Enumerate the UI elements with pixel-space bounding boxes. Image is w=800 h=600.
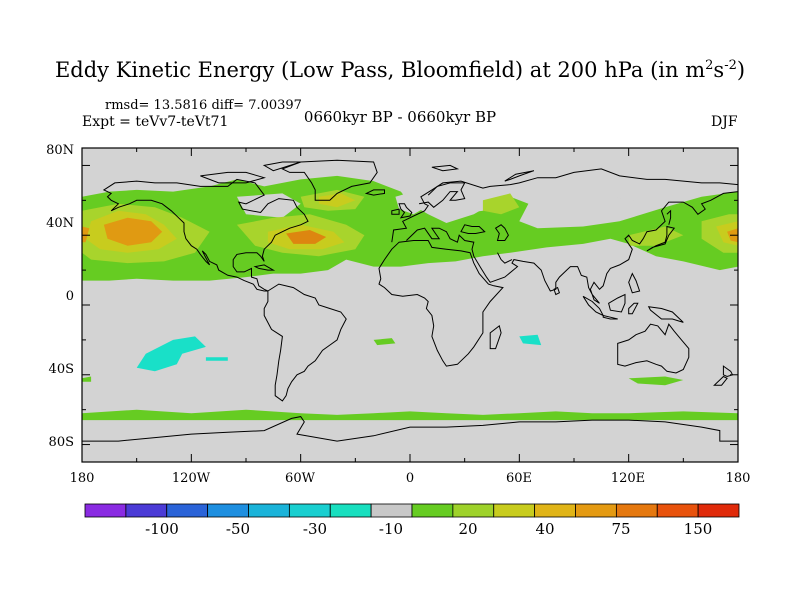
nz-south-coast (713, 375, 728, 386)
coastlines (82, 159, 738, 442)
colorbar-label: 40 (535, 520, 555, 538)
cyan-negative (519, 334, 542, 346)
novaya-zemlya-coast (504, 170, 535, 182)
australia-coast (617, 323, 690, 374)
britain-coast (398, 203, 413, 219)
colorbar-box (493, 503, 536, 518)
axis-ticks (81, 148, 739, 462)
africa-coast (378, 240, 504, 367)
x-tick-label: 120W (171, 471, 211, 486)
atlantic-n-yellow (318, 193, 356, 208)
black-sea-coast (460, 224, 486, 234)
cuba-coast (253, 264, 276, 271)
y-tick-label: 80S (48, 435, 74, 450)
caspian-coast (494, 224, 509, 241)
x-tick-label: 60E (505, 471, 533, 486)
iceland-coast (364, 189, 385, 196)
colorbar-box (370, 503, 413, 518)
map-title: Eddy Kinetic Energy (Low Pass, Bloomfiel… (54, 58, 746, 82)
y-tick-label: 40N (46, 216, 74, 231)
colorbar-label: -10 (378, 520, 404, 538)
scandinavia-coast (419, 182, 466, 208)
period-label: 0660kyr BP - 0660kyr BP (303, 108, 497, 126)
colorbar (84, 503, 740, 518)
southern-green (82, 409, 738, 421)
colorbar-box (329, 503, 372, 518)
cyan-negative (136, 336, 206, 372)
colorbar-box (166, 503, 209, 518)
southern-green-fleck (373, 338, 396, 346)
antarctica-coast (82, 416, 738, 442)
philippines-coast (628, 272, 641, 294)
colorbar-box (207, 503, 249, 518)
colorbar-label: 75 (611, 520, 631, 538)
madagascar-coast (489, 325, 502, 350)
ireland-coast (391, 208, 400, 215)
y-tick-label: 0 (65, 289, 74, 304)
colorbar-box (575, 503, 617, 518)
y-tick-label: 40S (48, 362, 74, 377)
stats-line: rmsd= 13.5816 diff= 7.00397 (105, 98, 302, 113)
colorbar-box (615, 503, 658, 518)
arctic-islands-coast (200, 171, 267, 184)
colorbar-label: 20 (458, 520, 478, 538)
sakhalin-coast (666, 209, 672, 225)
eurasia-coast (391, 168, 738, 304)
grey-patch (555, 196, 656, 218)
x-tick-label: 60W (285, 471, 315, 486)
new-guinea-coast (647, 306, 684, 323)
borneo-coast (608, 293, 626, 313)
colorbar-box (248, 503, 290, 518)
greenland-coast (281, 159, 378, 201)
srilanka-coast (553, 286, 561, 296)
anomaly-fields (82, 175, 738, 421)
colorbar-box (697, 503, 740, 518)
colorbar-label: -30 (302, 520, 328, 538)
asia-yellowgreen (628, 226, 684, 246)
atlantic-orange (286, 230, 327, 244)
x-tick-label: 180 (69, 471, 95, 486)
nz-north-coast (722, 365, 734, 378)
southern-green-edge (82, 376, 92, 382)
colorbar-box (288, 503, 331, 518)
svalbard-coast (431, 164, 460, 172)
colorbar-box (411, 503, 454, 518)
colorbar-box (84, 503, 127, 518)
java-coast (602, 314, 618, 320)
pacific-orange (103, 217, 163, 246)
gulf-coast (497, 252, 513, 264)
colorbar-box (452, 503, 495, 518)
japan-coast (646, 225, 676, 252)
season-label: DJF (711, 114, 738, 130)
north-america-coast (102, 178, 309, 292)
cyan-negative (205, 357, 228, 361)
sulawesi-coast (628, 302, 639, 315)
south-america-coast (263, 283, 347, 402)
x-tick-label: 120E (610, 471, 646, 486)
experiment-label: Expt = teVv7-teVt71 (82, 114, 229, 130)
colorbar-label: -50 (225, 520, 251, 538)
southern-green-patch (628, 376, 684, 386)
x-tick-label: 0 (405, 471, 415, 486)
y-tick-label: 80N (46, 143, 74, 158)
colorbar-box (125, 503, 168, 518)
colorbar-box (534, 503, 576, 518)
ellesmere-coast (262, 161, 301, 172)
wpac-orange-wrap (82, 226, 90, 243)
eurasia-yellowgreen (482, 193, 520, 215)
colorbar-label: 150 (683, 520, 713, 538)
x-tick-label: 180 (725, 471, 751, 486)
colorbar-label: -100 (145, 520, 179, 538)
colorbar-box (656, 503, 699, 518)
